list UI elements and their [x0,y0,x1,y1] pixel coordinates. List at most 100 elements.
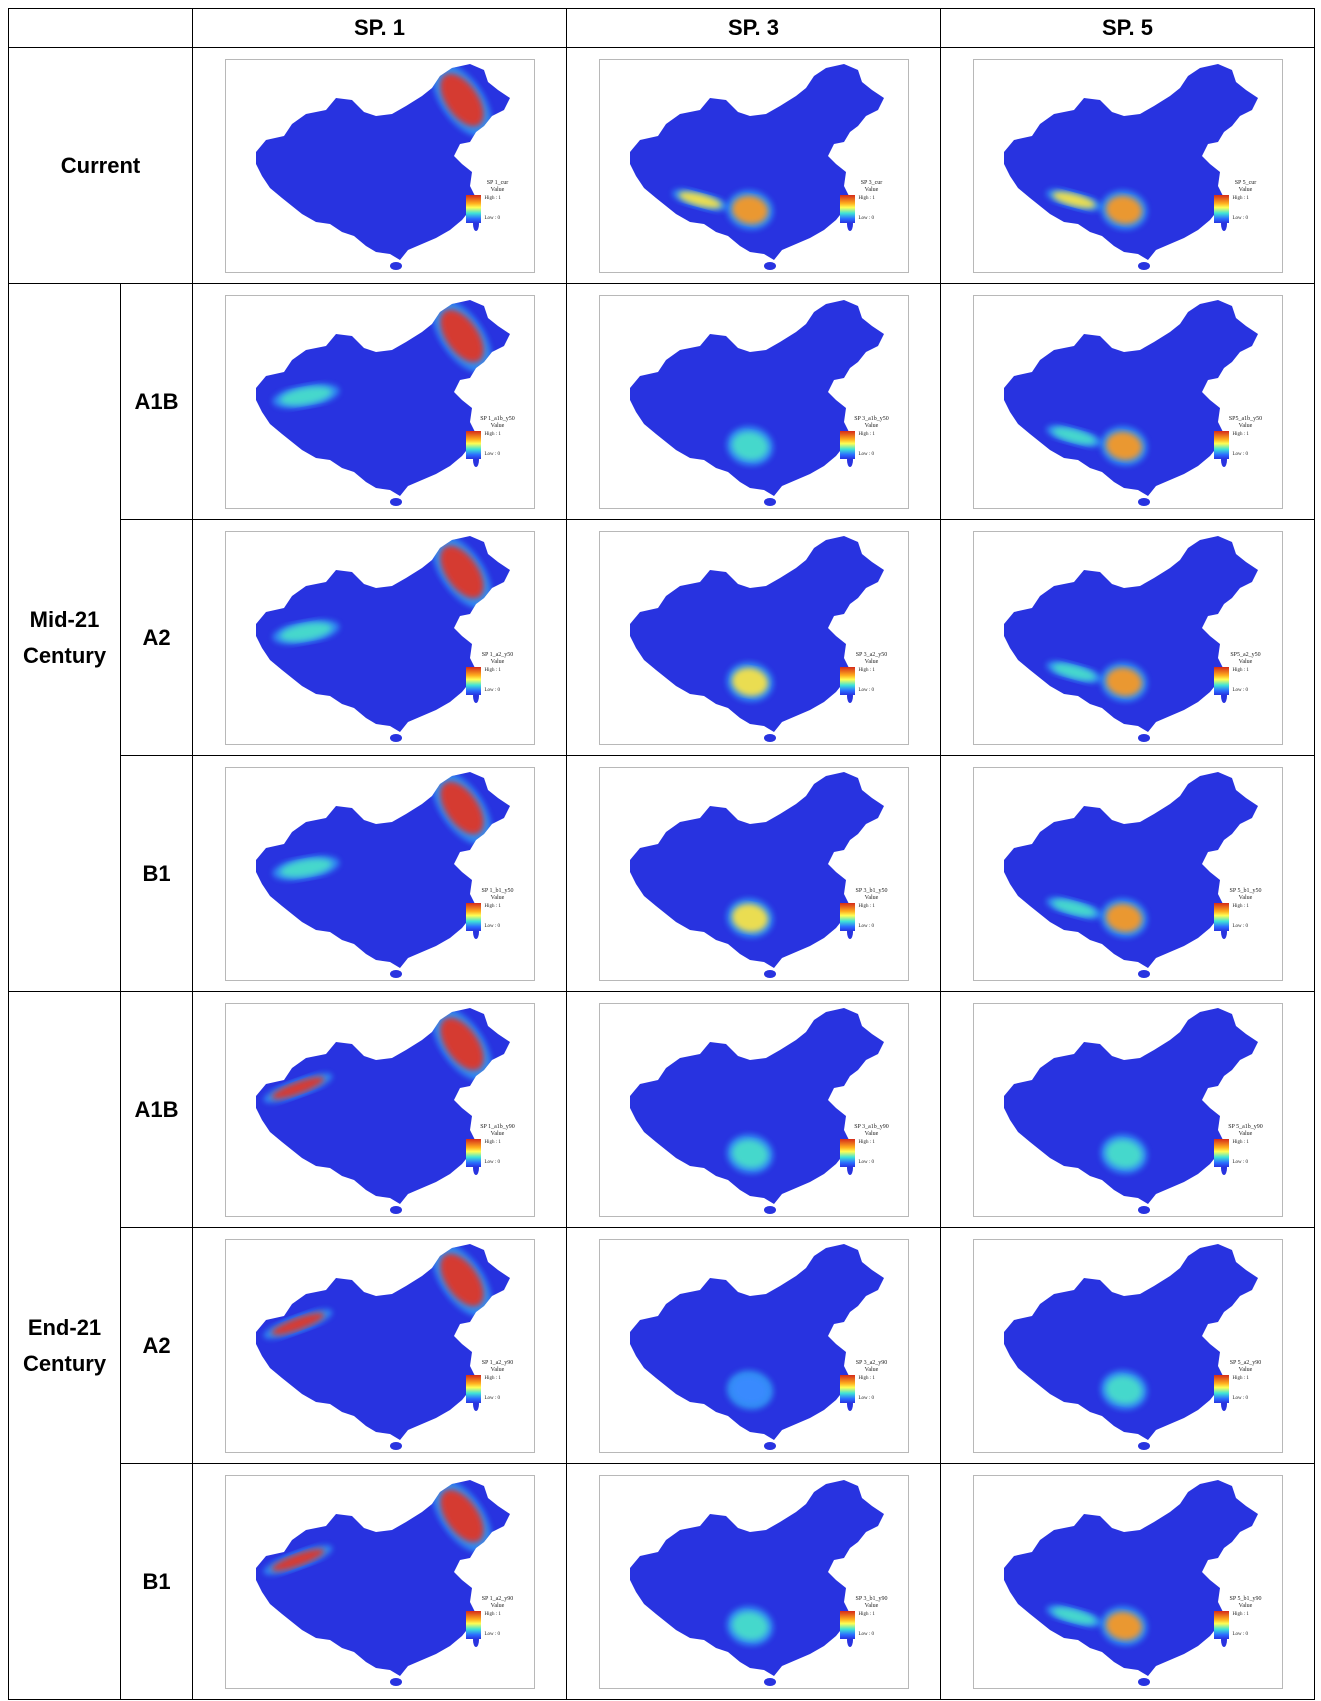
legend-color-ramp [1213,666,1229,695]
map-cell: SP5_a2_y50 Value High : 1 Low : 0 [940,519,1315,756]
legend-high: High : 1 [1232,1139,1249,1145]
china-landmass [1003,1479,1258,1676]
china-landmass [1003,63,1258,260]
map-frame: SP 3_a1b_y90 Value High : 1 Low : 0 [598,1002,909,1217]
legend-high: High : 1 [858,1375,875,1381]
map-legend: SP 3_a2_y50 Value High : 1 Low : 0 [839,651,904,695]
legend-color-ramp [465,1138,481,1167]
hotspot-northeast [439,73,484,126]
map-cell: SP 5_b1_y90 Value High : 1 Low : 0 [940,1463,1315,1700]
column-header: SP. 1 [192,8,567,48]
legend-color-ramp [839,430,855,459]
legend-title: SP 1_a2_y90 [481,1359,514,1366]
legend-value-label: Value [490,1130,505,1137]
legend-high: High : 1 [484,195,501,201]
map-cell: SP 3_cur Value High : 1 Low : 0 [566,47,941,284]
map-cell: SP 3_a1b_y50 Value High : 1 Low : 0 [566,283,941,520]
legend-color-ramp [465,666,481,695]
map-cell: SP 3_b1_y50 Value High : 1 Low : 0 [566,755,941,992]
china-landmass [629,535,884,732]
legend-low: Low : 0 [858,923,875,929]
legend-title: SP5_a2_y50 [1230,651,1261,658]
hotspot-southwest [731,667,768,696]
legend-title: SP 5_b1_y90 [1229,1595,1262,1602]
hotspot-northeast [439,309,484,362]
hotspot-tianshan [271,1548,324,1571]
map-cell: SP 1_cur Value High : 1 Low : 0 [192,47,567,284]
legend-high: High : 1 [1232,903,1249,909]
china-map [255,63,510,270]
map-frame: SP 5_cur Value High : 1 Low : 0 [972,58,1283,273]
legend-high: High : 1 [858,195,875,201]
legend-color-ramp [1213,430,1229,459]
legend-high: High : 1 [1232,431,1249,437]
map-legend: SP 5_a2_y90 Value High : 1 Low : 0 [1213,1360,1278,1403]
map-legend: SP 3_a2_y90 Value High : 1 Low : 0 [839,1360,904,1403]
period-label-current: Current [8,47,193,284]
hainan-island [763,261,776,270]
map-legend: SP 1_cur Value High : 1 Low : 0 [465,179,530,223]
hotspot-southwest [1105,1375,1142,1404]
china-map [629,1243,884,1450]
china-landmass [1003,1007,1258,1204]
legend-high: High : 1 [858,431,875,437]
legend-low: Low : 0 [1232,451,1249,457]
legend-title: SP 1_a1b_y90 [480,1123,515,1130]
hainan-island [763,1677,776,1686]
hainan-island [763,1441,776,1450]
hotspot-tibet-south [1052,1607,1095,1624]
map-frame: SP 3_cur Value High : 1 Low : 0 [598,58,909,273]
legend-low: Low : 0 [1232,1395,1249,1401]
legend-low: Low : 0 [484,923,501,929]
hotspot-southwest [731,195,768,224]
legend-title: SP 1_a2_y90 [481,1595,514,1602]
header-row: SP. 1 SP. 3 SP. 5 [8,8,1315,48]
legend-value-label: Value [1238,186,1253,193]
legend-title: SP 3_a2_y50 [855,651,888,658]
map-cell: SP 1_b1_y50 Value High : 1 Low : 0 [192,755,567,992]
legend-low: Low : 0 [858,1159,875,1165]
hainan-island [389,1677,402,1686]
map-cell: SP 3_b1_y90 Value High : 1 Low : 0 [566,1463,941,1700]
hainan-island [763,497,776,506]
legend-color-ramp [465,1610,481,1639]
scenario-label: A1B [120,283,193,520]
map-legend: SP 1_a1b_y50 Value High : 1 Low : 0 [465,416,530,459]
legend-color-ramp [1213,902,1229,931]
hotspot-northwest [279,386,332,405]
map-cell: SP 1_a2_y90 Value High : 1 Low : 0 [192,1227,567,1464]
map-legend: SP 3_a1b_y90 Value High : 1 Low : 0 [839,1124,904,1167]
legend-title: SP 5_cur [1234,179,1257,186]
legend-value-label: Value [1238,1366,1253,1373]
legend-high: High : 1 [484,667,501,673]
map-cell: SP 1_a1b_y90 Value High : 1 Low : 0 [192,991,567,1228]
hotspot-tibet-south [1052,899,1095,916]
legend-color-ramp [1213,1138,1229,1167]
hainan-island [389,1205,402,1214]
legend-low: Low : 0 [1232,215,1249,221]
legend-color-ramp [839,1610,855,1639]
legend-color-ramp [465,1374,481,1403]
legend-title: SP 3_b1_y90 [855,1595,888,1602]
map-cell: SP 5_b1_y50 Value High : 1 Low : 0 [940,755,1315,992]
legend-value-label: Value [1238,658,1253,665]
row-mid-a1b: Mid-21 Century A1B SP 1_a1b_y50 Value High… [8,283,1315,992]
legend-color-ramp [465,430,481,459]
legend-color-ramp [1213,1374,1229,1403]
map-legend: SP 5_b1_y50 Value High : 1 Low : 0 [1213,887,1278,931]
hotspot-southwest [731,1611,768,1640]
legend-low: Low : 0 [1232,687,1249,693]
map-legend: SP 3_b1_y90 Value High : 1 Low : 0 [839,1595,904,1639]
legend-value-label: Value [864,186,879,193]
legend-title: SP 3_a1b_y50 [854,415,889,422]
legend-value-label: Value [490,186,505,193]
legend-color-ramp [465,902,481,931]
legend-low: Low : 0 [484,451,501,457]
legend-title: SP 1_cur [486,179,509,186]
legend-title: SP 5_b1_y50 [1229,887,1262,894]
legend-color-ramp [465,194,481,223]
legend-high: High : 1 [858,1139,875,1145]
hotspot-southwest [731,903,768,932]
map-frame: SP 1_a2_y50 Value High : 1 Low : 0 [224,530,535,745]
map-frame: SP 3_b1_y90 Value High : 1 Low : 0 [598,1474,909,1689]
